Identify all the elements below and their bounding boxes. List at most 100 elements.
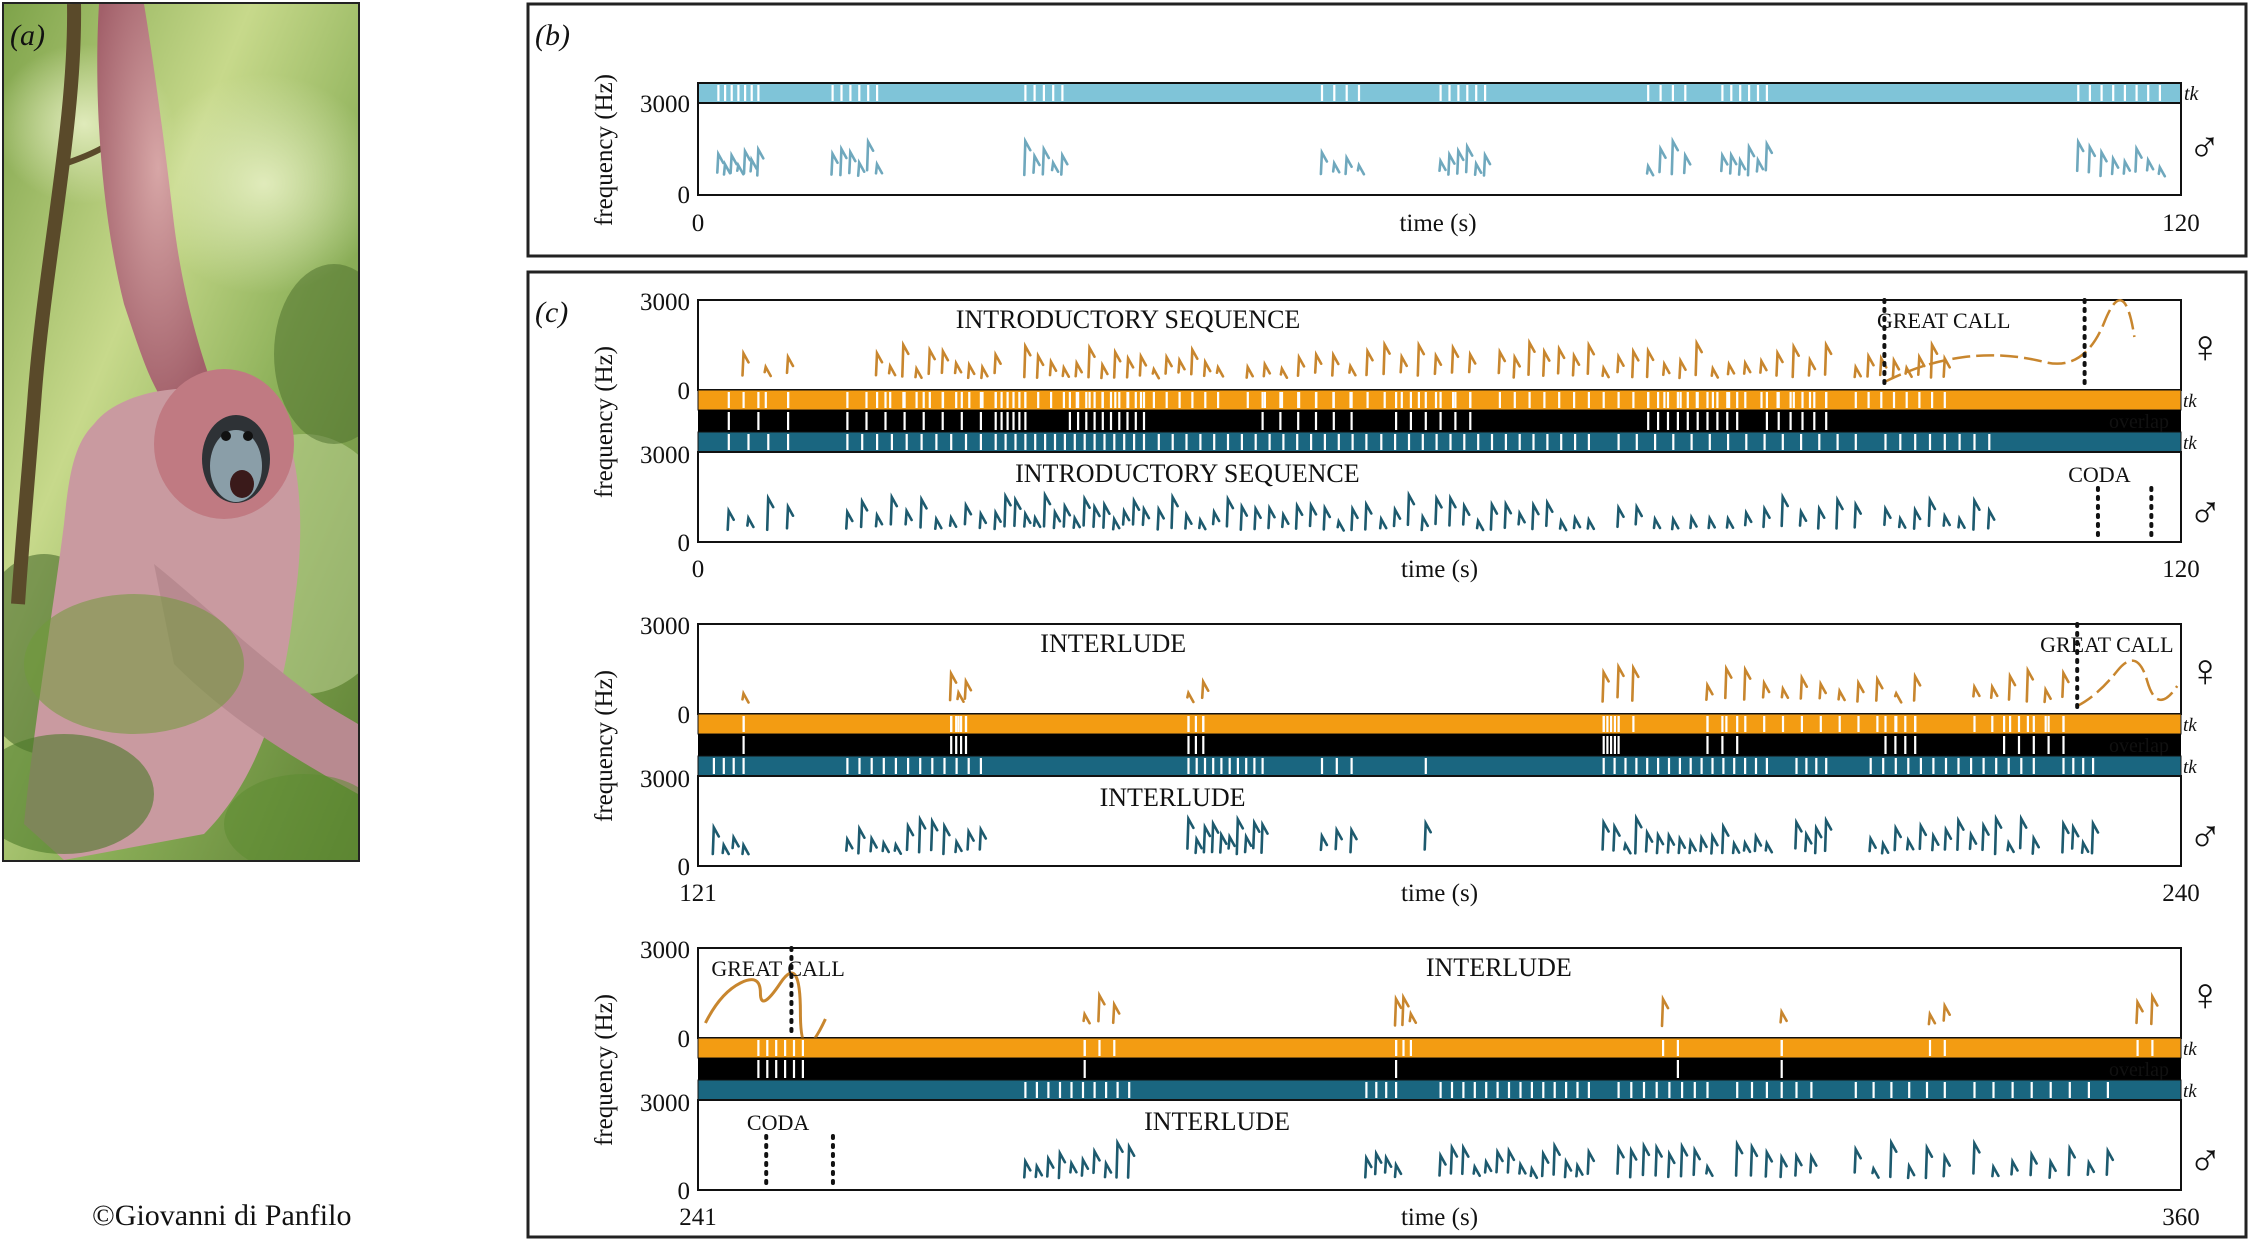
band-note-tick [1748,85,1751,101]
male-note [1918,821,1928,851]
male-note [1794,1151,1803,1177]
male-band-tick [1800,434,1803,450]
female-note [1200,677,1210,700]
male-note [1092,502,1101,529]
male-note [1943,825,1953,851]
male-band-tick [1836,434,1839,450]
male-band-tick [1245,758,1248,774]
overlap-label: overlap [2109,735,2169,757]
overlap-tick [941,412,944,430]
male-note [942,821,951,856]
female-note [1586,340,1596,375]
female-note [956,688,965,703]
female-band-tick [955,392,958,408]
male-note [1046,1154,1055,1178]
female-band-tick [1763,716,1766,732]
female-section-label: INTERLUDE [1426,953,1572,982]
overlap-tick [1676,412,1679,430]
female-note [1875,674,1884,702]
male-band-tick [1268,434,1271,450]
male-band-tick [1973,434,1976,450]
male-note [2086,1158,2096,1176]
female-note [1601,364,1610,379]
band-note-tick [2135,85,2138,101]
overlap-tick [964,736,968,754]
female-band-tick [1543,392,1546,408]
overlap-tick [2047,736,2050,754]
male-band-tick [1882,758,1885,774]
male-band-tick [1602,758,1605,774]
female-band-tick [1904,716,1907,732]
panel-b-plot: 3000 0 frequency (Hz) 0 120 time (s) tk … [591,74,2221,237]
spectrogram-note [1482,150,1492,177]
ytick-0: 0 [678,702,691,729]
male-band-tick [1185,434,1188,450]
male-note [1082,494,1091,527]
female-band-tick [960,392,963,408]
spectrogram-note [722,160,732,176]
male-band-tick [1944,758,1948,774]
female-note [1138,351,1148,377]
male-band-tick [787,434,790,450]
male-note [1194,834,1203,855]
female-note [1450,343,1460,374]
overlap-tick [1647,412,1650,430]
male-band-tick [1574,434,1577,450]
female-band-tick [1610,716,1613,732]
female-band-tick [968,392,971,408]
spectrogram-note [1331,159,1341,174]
female-note [1710,364,1720,379]
female-band-tick [1012,392,1015,408]
male-band-tick [1532,434,1535,450]
female-band-tick [1728,392,1731,408]
male-note [1734,1139,1744,1177]
female-note [1694,338,1703,377]
male-note [1552,1141,1561,1176]
female-band-tick [1142,392,1146,408]
female-band-tick [1765,392,1768,408]
female-note [966,360,976,380]
male-note [1710,831,1719,855]
male-note [1260,819,1269,854]
overlap-tick [960,736,963,754]
female-band-tick [941,392,944,408]
x-end: 120 [2162,556,2200,583]
panel-a-label: (a) [10,19,45,52]
male-band-tick [1518,434,1521,450]
female-band-tick [1632,716,1635,732]
male-note [1897,514,1907,529]
female-note [1279,364,1289,379]
male-band-tick [1745,434,1748,450]
male-band-tick [1113,434,1116,450]
male-note [1612,821,1621,852]
male-band-tick [1203,758,1207,774]
female-note [940,346,950,375]
ytick-3000: 3000 [640,442,690,469]
female-band-tick [1696,392,1699,408]
male-note [1235,814,1245,856]
male-band-tick [2030,1082,2033,1098]
male-band-tick [1907,758,1910,774]
duet-row: INTERLUDE GREAT CALL INTERLUDE 3000 0 3000 0 fr… [591,613,2223,907]
female-band-tick [1068,392,1071,408]
tk-mark: tk [2183,1081,2197,1102]
male-note [1350,504,1359,532]
male-note [1563,1156,1573,1179]
spectrogram-note [2099,147,2108,178]
female-band-tick [1573,392,1576,408]
female-band-tick [1366,392,1369,408]
female-note [1111,999,1121,1025]
female-note [1262,360,1272,378]
spectrogram-note [1645,162,1655,177]
female-note [1942,353,1951,378]
male-band-tick [2082,758,2085,774]
male-band-tick [1507,1082,1511,1098]
male-note [1503,499,1513,530]
male-note [1968,830,1978,851]
female-note [1556,344,1566,375]
female-band-tick [1297,392,1300,408]
female-note [1893,690,1903,704]
male-note [1742,838,1752,854]
male-band-tick [1213,434,1216,450]
male-note [1623,840,1632,855]
